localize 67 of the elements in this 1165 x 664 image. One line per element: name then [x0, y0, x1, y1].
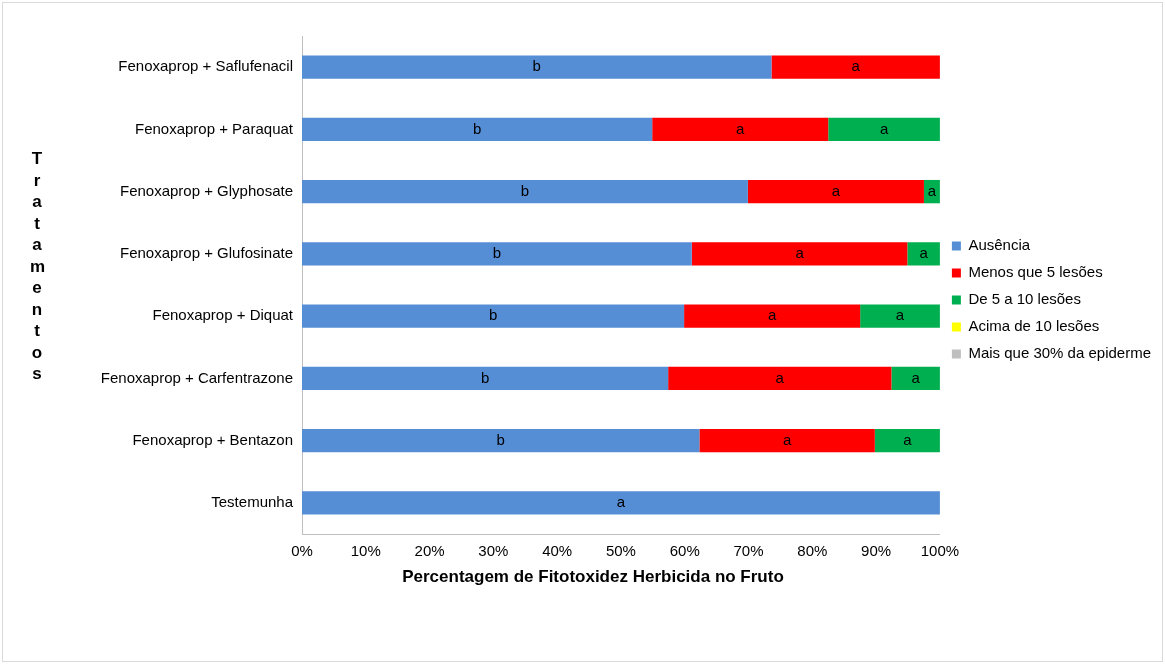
bar — [771, 55, 940, 79]
data-label: a — [775, 368, 785, 386]
bar — [302, 117, 653, 142]
data-label: a — [895, 306, 905, 324]
x-tick-label: 50% — [605, 542, 636, 560]
legend-label: De 5 a 10 lesões — [968, 290, 1081, 308]
data-label: a — [903, 430, 913, 448]
bar — [874, 428, 940, 453]
data-label: a — [616, 493, 626, 511]
data-label: a — [919, 244, 929, 262]
y-tick-label: Fenoxaprop + Diquat — [152, 306, 294, 324]
x-tick-label: 20% — [414, 542, 445, 560]
data-label: a — [879, 119, 889, 137]
legend-label: Ausência — [968, 236, 1031, 254]
x-tick-label: 0% — [291, 542, 313, 560]
y-tick-label: Fenoxaprop + Glufosinate — [119, 244, 293, 262]
bar — [828, 117, 940, 142]
x-tick-label: 70% — [733, 542, 764, 560]
x-tick-label: 10% — [350, 542, 381, 560]
bar — [302, 304, 685, 328]
data-label: b — [532, 57, 541, 75]
x-tick-label: 30% — [478, 542, 509, 560]
x-tick-label: 90% — [861, 542, 892, 560]
legend-label: Menos que 5 lesões — [968, 263, 1103, 281]
bar — [302, 491, 940, 515]
bar — [302, 428, 700, 453]
bar — [691, 242, 908, 266]
x-tick-label: 40% — [542, 542, 573, 560]
text: Tratamentos — [30, 149, 46, 383]
y-tick-label: Testemunha — [211, 493, 294, 511]
bar — [302, 179, 748, 204]
x-axis-title: Percentagem de Fitotoxidez Herbicida no Fruto — [401, 567, 785, 587]
legend-label: Acima de 10 lesões — [968, 317, 1100, 335]
data-label: a — [851, 57, 861, 75]
data-label: b — [472, 119, 482, 137]
bar — [302, 55, 772, 79]
bar — [699, 428, 875, 453]
bar — [684, 304, 861, 328]
data-label: a — [782, 430, 792, 448]
x-tick-label: 100% — [920, 542, 960, 560]
data-label: a — [795, 244, 805, 262]
bar — [860, 304, 940, 328]
data-label: b — [488, 306, 498, 324]
y-tick-label: Fenoxaprop + Glyphosate — [119, 181, 293, 199]
y-tick-label: Fenoxaprop + Saflufenacil — [118, 57, 293, 75]
bar — [652, 117, 829, 142]
data-label: a — [736, 119, 746, 137]
data-label: b — [480, 368, 490, 386]
bar — [747, 179, 924, 204]
legend-label: Mais que 30% da epiderme — [968, 344, 1151, 362]
bar — [302, 366, 669, 391]
data-label: b — [520, 181, 530, 199]
bar — [891, 366, 940, 391]
x-tick-label: 80% — [797, 542, 828, 560]
x-tick-label: 60% — [669, 542, 700, 560]
y-tick-label: Fenoxaprop + Carfentrazone — [100, 368, 293, 386]
data-label: b — [492, 244, 502, 262]
bar — [302, 242, 692, 266]
data-label: a — [767, 306, 777, 324]
y-tick-label: Fenoxaprop + Paraquat — [134, 119, 294, 137]
data-label: b — [496, 430, 505, 448]
data-label: a — [927, 181, 937, 199]
data-label: a — [911, 368, 921, 386]
data-label: a — [831, 181, 841, 199]
bar — [668, 366, 892, 391]
bar — [907, 242, 940, 266]
y-tick-label: Fenoxaprop + Bentazon — [132, 430, 293, 448]
